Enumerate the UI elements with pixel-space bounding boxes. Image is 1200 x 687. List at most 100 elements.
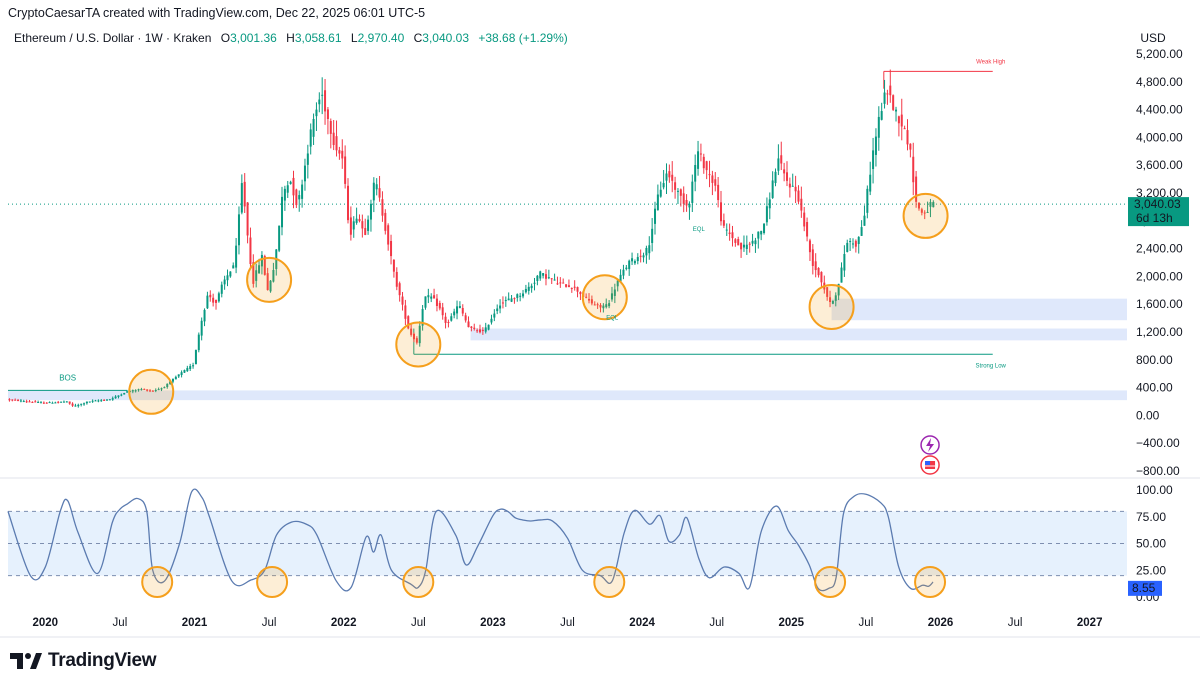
symbol-legend[interactable]: Ethereum / U.S. Dollar · 1W · Kraken O3,… [14,31,568,45]
tradingview-brand[interactable]: TradingView [10,650,157,672]
candle-body [372,182,375,201]
candle-body [791,185,794,187]
candle-body [544,274,547,279]
time-tick-label: 2020 [33,617,59,629]
candle-body [628,260,631,270]
tradingview-wordmark: TradingView [48,650,157,671]
candle-body [504,300,507,302]
candle-body [676,190,679,192]
candle-body [797,190,800,202]
candle-body [771,180,774,198]
candle-body [808,240,811,253]
candle-body [19,400,22,402]
candle-body [794,186,797,192]
eql-label: EQL [693,227,706,233]
price-tick-label: 400.00 [1136,381,1173,395]
candle-body [866,188,869,213]
candle-body [22,401,25,403]
candle-body [780,155,783,164]
candle-body [679,189,682,196]
candle-body [722,220,725,226]
candle-body [430,296,433,299]
candle-body [906,130,909,145]
currency-label[interactable]: USD [1140,31,1166,45]
candle-body [28,401,31,403]
candle-body [728,232,731,235]
candle-body [768,199,771,209]
candle-body [326,109,329,120]
candle-body [8,399,11,401]
osc-highlight-circle-2 [402,566,435,598]
candle-body [516,294,519,298]
candle-body [742,244,745,248]
price-tick-label: 2,400.00 [1136,242,1183,256]
candle-body [774,171,777,184]
candle-body [929,201,932,207]
candle-body [682,193,685,204]
candle-body [295,189,298,206]
candle-body [737,239,740,246]
candle-body [556,283,559,285]
candle-body [513,298,516,300]
candle-body [817,268,820,276]
candle-body [260,254,263,267]
candle-body [215,299,218,303]
candle-body [829,297,832,302]
candle-body [869,174,872,192]
candle-body [42,402,45,404]
candle-body [656,194,659,211]
lightning-icon-bolt [926,438,935,452]
candle-body [252,262,255,284]
lightning-icon[interactable] [920,435,940,455]
candle-body [269,280,272,292]
candle-body [903,128,906,130]
candle-body [384,212,387,231]
candle-body [123,393,126,395]
candle-body [85,401,88,404]
candle-body [527,286,530,291]
highlight-circle-3 [581,274,628,321]
candle-body [223,279,226,285]
candle-body [186,368,189,372]
candle-body [909,143,912,150]
candle-body [493,313,496,318]
us-flag-icon[interactable] [920,455,940,475]
candle-body [576,287,579,292]
candle-body [654,208,657,224]
oscillator-line [7,488,934,592]
candle-body [880,111,883,120]
candle-body [65,401,68,403]
osc-highlight-circle-3 [593,566,626,598]
osc-highlight-circle-0 [141,566,174,598]
candle-body [559,282,562,284]
time-tick-label: Jul [1008,617,1023,629]
candle-body [470,326,473,328]
candle-body [725,229,728,231]
candle-body [702,156,705,169]
price-tick-label: −400.00 [1136,436,1180,450]
candle-body [631,258,634,262]
candle-body [915,176,918,202]
candle-body [321,94,324,96]
candle-body [157,389,160,391]
candle-body [237,214,240,246]
candle-body [596,304,599,306]
candle-body [229,271,232,277]
candle-body [674,182,677,190]
time-tick-label: Jul [411,617,426,629]
candle-body [421,309,424,326]
candle-body [645,247,648,256]
candle-body [37,401,40,403]
price-tick-label: 4,400.00 [1136,103,1183,117]
highlight-circle-4 [808,283,855,330]
candle-body [671,174,674,181]
candle-body [897,116,900,124]
candle-body [553,279,556,281]
candle-body [892,95,895,110]
candle-body [108,399,111,401]
candle-body [610,293,613,300]
candle-body [301,184,304,199]
candle-body [324,90,327,112]
candle-body [126,391,129,393]
